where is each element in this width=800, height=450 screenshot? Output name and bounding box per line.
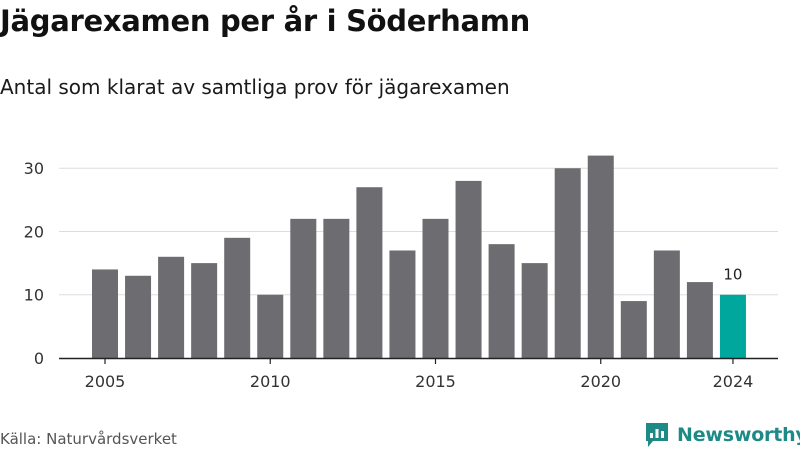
y-tick-label: 0 — [34, 349, 44, 368]
y-tick-label: 30 — [24, 159, 44, 178]
brand-name: Newsworthy — [677, 424, 800, 446]
y-tick-label: 10 — [24, 286, 44, 305]
bar-2005 — [92, 269, 118, 358]
bar-2011 — [290, 218, 317, 358]
bar-2023 — [686, 282, 713, 358]
bars — [92, 155, 746, 358]
x-tick-label: 2015 — [415, 372, 456, 391]
source-note: Källa: Naturvårdsverket — [0, 430, 177, 448]
bar-2021 — [620, 301, 647, 358]
bar-2007 — [158, 256, 185, 358]
data-labels: 10 — [723, 266, 742, 284]
bar-2018 — [521, 263, 548, 358]
bar-2014 — [389, 250, 416, 358]
bar-2013 — [356, 187, 383, 358]
x-axis-ticks: 2005 2010 2015 2020 2024 — [85, 358, 754, 391]
bar-2017 — [488, 244, 515, 358]
bar-2016 — [455, 180, 482, 358]
bar-2015 — [422, 218, 449, 358]
bar-2010 — [257, 294, 284, 358]
bar-2006 — [125, 275, 152, 358]
x-tick-label: 2010 — [250, 372, 291, 391]
bar-chart: 0 10 20 30 2005 2010 2015 2020 2024 10 — [24, 155, 778, 391]
x-tick-label: 2024 — [713, 372, 754, 391]
bar-2009 — [224, 237, 251, 358]
y-axis-ticks: 0 10 20 30 — [24, 159, 44, 368]
highlight-data-label: 10 — [723, 266, 742, 284]
bar-2019 — [554, 168, 581, 358]
newsworthy-logo-icon — [646, 423, 668, 447]
y-tick-label: 20 — [24, 222, 44, 241]
bar-2022 — [653, 250, 680, 358]
chart-title: Jägarexamen per år i Söderhamn — [0, 4, 531, 38]
brand-logo: Newsworthy — [644, 420, 800, 450]
chart-subtitle: Antal som klarat av samtliga prov för jä… — [0, 75, 510, 99]
bar-2012 — [323, 218, 350, 358]
bar-2020 — [587, 155, 614, 358]
x-tick-label: 2005 — [85, 372, 126, 391]
x-tick-label: 2020 — [580, 372, 621, 391]
bar-2008 — [191, 263, 218, 358]
bar-2024 — [719, 294, 746, 358]
